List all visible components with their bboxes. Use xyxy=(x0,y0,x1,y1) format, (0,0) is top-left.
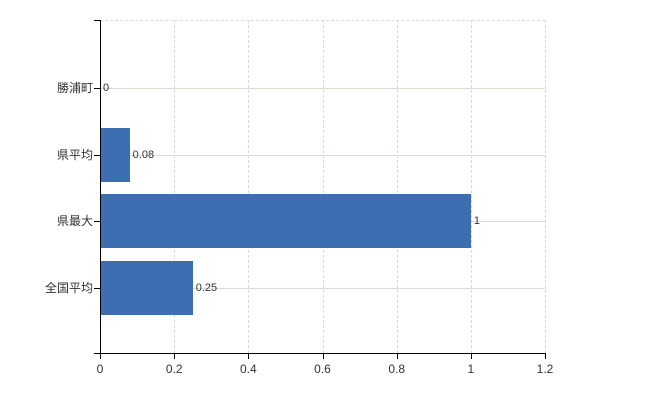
vertical-gridline xyxy=(470,20,472,353)
x-tick-label: 1.2 xyxy=(536,362,554,376)
category-label: 県最大 xyxy=(56,214,93,229)
x-axis-tick xyxy=(100,353,101,359)
x-tick-label: 0.4 xyxy=(239,362,257,376)
category-label: 勝浦町 xyxy=(56,81,93,95)
row-gridline xyxy=(100,88,545,89)
bar-value-label: 0.25 xyxy=(195,281,218,294)
x-axis-tick xyxy=(470,353,472,359)
x-tick-label: 0 xyxy=(96,362,104,376)
x-tick-label: 0.6 xyxy=(314,362,331,376)
x-axis-tick xyxy=(174,353,176,359)
x-tick-label: 0.8 xyxy=(388,362,405,376)
y-axis-tick xyxy=(94,88,100,89)
plot-area: 0 0.08 1 0.25 xyxy=(94,20,546,354)
vertical-gridline xyxy=(322,20,324,353)
vertical-gridline xyxy=(396,20,398,353)
row-gridline xyxy=(100,154,545,156)
x-axis-tick xyxy=(322,353,324,359)
x-axis-tick xyxy=(396,353,398,359)
y-axis-end-tick xyxy=(94,353,100,354)
bar xyxy=(100,127,130,182)
category-label: 全国平均 xyxy=(44,280,93,295)
bar-value-label: 0.08 xyxy=(132,148,155,161)
x-axis-tick xyxy=(545,353,546,359)
x-tick-label: 1 xyxy=(467,362,475,376)
y-axis-end-tick xyxy=(94,20,100,21)
bar xyxy=(100,260,193,315)
bar-value-label: 0 xyxy=(103,82,110,94)
category-label: 県平均 xyxy=(56,147,93,162)
vertical-gridline xyxy=(545,20,546,353)
bar-value-label: 1 xyxy=(473,215,480,228)
x-tick-label: 0.2 xyxy=(165,362,183,376)
bar xyxy=(100,194,471,249)
x-axis-line xyxy=(94,353,545,354)
y-axis-line xyxy=(100,20,101,353)
x-axis-tick xyxy=(248,353,250,359)
vertical-gridline xyxy=(174,20,176,353)
row-gridline xyxy=(100,287,545,289)
y-axis-tick xyxy=(94,221,100,223)
y-axis-tick xyxy=(94,154,100,156)
y-axis-tick xyxy=(94,287,100,289)
vertical-gridline xyxy=(248,20,250,353)
